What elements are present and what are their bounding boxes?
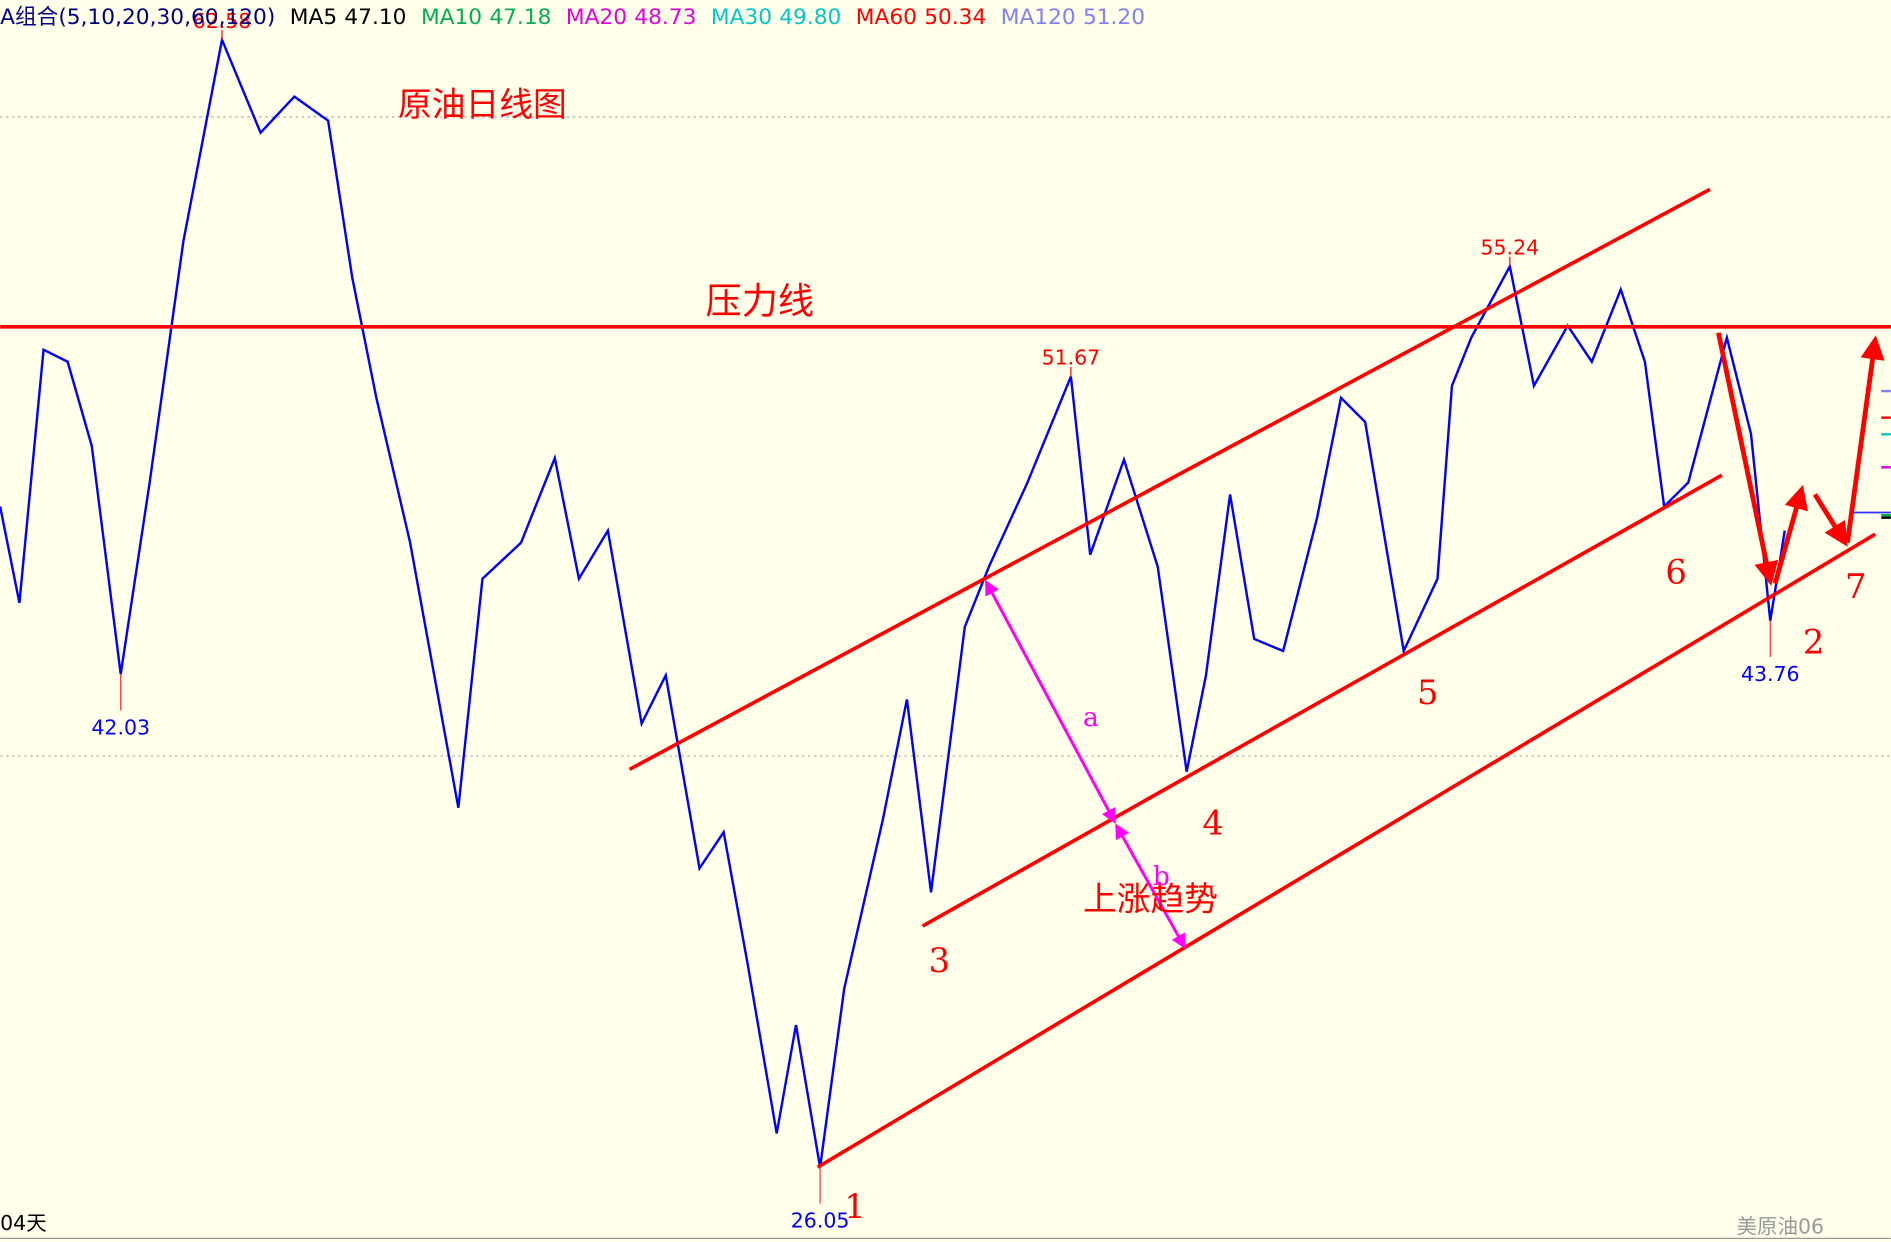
wave-label: 5 xyxy=(1417,673,1438,712)
indicator-label: A组合(5,10,20,30,60,120) xyxy=(0,5,275,30)
legend: A组合(5,10,20,30,60,120) MA5 47.10 MA10 47.18 M… xyxy=(0,5,1145,30)
price-label: 26.05 xyxy=(791,1209,850,1233)
period-label: 04天 xyxy=(0,1211,47,1235)
price-label: 42.03 xyxy=(91,715,150,739)
price-label: 55.24 xyxy=(1480,235,1539,259)
price-label: 51.67 xyxy=(1042,346,1101,370)
channel-line xyxy=(816,532,1877,1169)
trend-label: 上涨趋势 xyxy=(1083,879,1218,918)
wave-label: 1 xyxy=(844,1187,865,1226)
legend-name: MA5 xyxy=(290,5,337,30)
forecast-arrows xyxy=(1716,332,1885,586)
measure-label: a xyxy=(1083,702,1099,733)
chart-title: 原油日线图 xyxy=(398,85,567,124)
price-label: 43.76 xyxy=(1741,662,1800,686)
measure-label: b xyxy=(1153,861,1170,892)
legend-name: MA10 xyxy=(421,5,482,30)
measure-arrows xyxy=(985,579,1186,950)
price-label: 62.58 xyxy=(193,9,252,33)
channel-line xyxy=(921,473,1723,928)
wave-label: 3 xyxy=(929,941,950,980)
legend-value: 47.18 xyxy=(489,5,551,30)
legend-value: 47.10 xyxy=(344,5,406,30)
channel-line xyxy=(628,187,1711,771)
legend-value: 51.20 xyxy=(1083,5,1145,30)
resistance-label: 压力线 xyxy=(706,280,814,323)
symbol-label: 美原油06 xyxy=(1737,1215,1825,1239)
legend-name: MA60 xyxy=(856,5,917,30)
legend-value: 49.80 xyxy=(779,5,841,30)
legend-name: MA30 xyxy=(711,5,772,30)
wave-label: 6 xyxy=(1665,553,1686,592)
wave-label: 4 xyxy=(1202,803,1223,842)
legend-value: 50.34 xyxy=(924,5,986,30)
legend-value: 48.73 xyxy=(634,5,696,30)
wave-label: 2 xyxy=(1803,623,1824,662)
legend-name: MA20 xyxy=(566,5,627,30)
legend-name: MA120 xyxy=(1001,5,1076,30)
wave-label: 7 xyxy=(1845,567,1866,606)
